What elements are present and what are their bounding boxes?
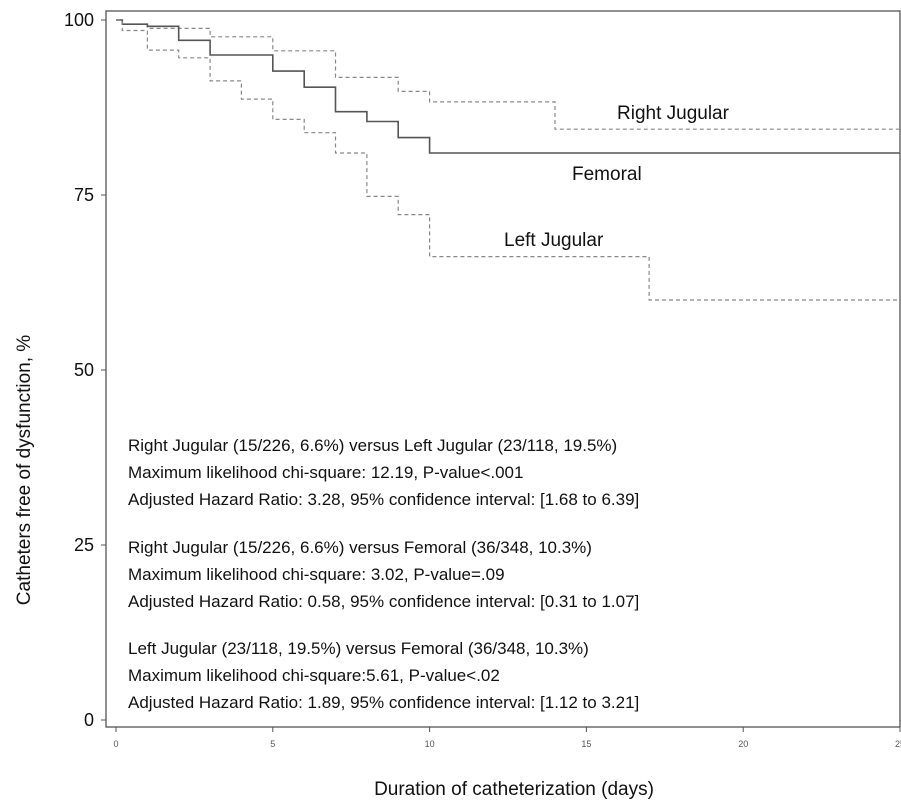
annotation-3-chisq: Maximum likelihood chi-square:5.61, P-va… bbox=[128, 666, 500, 685]
annotation-3-title: Left Jugular (23/118, 19.5%) versus Femo… bbox=[128, 639, 589, 658]
series-line-right-jugular bbox=[116, 19, 900, 130]
ticks: 0 25 50 75 100 0 5 10 15 20 25 bbox=[64, 10, 901, 749]
x-tick-label-4: 20 bbox=[738, 739, 748, 749]
x-tick-label-3: 15 bbox=[581, 739, 591, 749]
annotation-1-chisq: Maximum likelihood chi-square: 12.19, P-… bbox=[128, 463, 523, 482]
y-tick-label-2: 50 bbox=[74, 360, 94, 380]
y-tick-label-4: 100 bbox=[64, 10, 94, 30]
annotation-1-hr: Adjusted Hazard Ratio: 3.28, 95% confide… bbox=[128, 490, 639, 509]
axes bbox=[105, 10, 901, 728]
x-axis-label: Duration of catheterization (days) bbox=[374, 779, 654, 800]
series-label-left-jugular: Left Jugular bbox=[504, 230, 604, 251]
y-axis-label: Catheters free of dysfunction, % bbox=[14, 335, 35, 605]
series-line-femoral bbox=[116, 19, 900, 154]
annotation-1-title: Right Jugular (15/226, 6.6%) versus Left… bbox=[128, 436, 617, 455]
y-tick-label-1: 25 bbox=[74, 535, 94, 555]
y-tick-label-3: 75 bbox=[74, 185, 94, 205]
x-tick-label-5: 25 bbox=[895, 739, 901, 749]
x-tick-label-1: 5 bbox=[270, 739, 275, 749]
x-tick-label-2: 10 bbox=[425, 739, 435, 749]
plot-frame bbox=[105, 10, 901, 728]
annotation-2-hr: Adjusted Hazard Ratio: 0.58, 95% confide… bbox=[128, 592, 639, 611]
annotation-2-chisq: Maximum likelihood chi-square: 3.02, P-v… bbox=[128, 565, 505, 584]
series-line-left-jugular bbox=[116, 19, 900, 301]
annotation-3-hr: Adjusted Hazard Ratio: 1.89, 95% confide… bbox=[128, 693, 639, 712]
y-tick-label-0: 0 bbox=[84, 710, 94, 730]
series-label-right-jugular: Right Jugular bbox=[617, 103, 730, 124]
annotation-2-title: Right Jugular (15/226, 6.6%) versus Femo… bbox=[128, 538, 592, 557]
x-tick-label-0: 0 bbox=[113, 739, 118, 749]
series-lines bbox=[116, 19, 900, 301]
series-label-femoral: Femoral bbox=[572, 164, 642, 185]
